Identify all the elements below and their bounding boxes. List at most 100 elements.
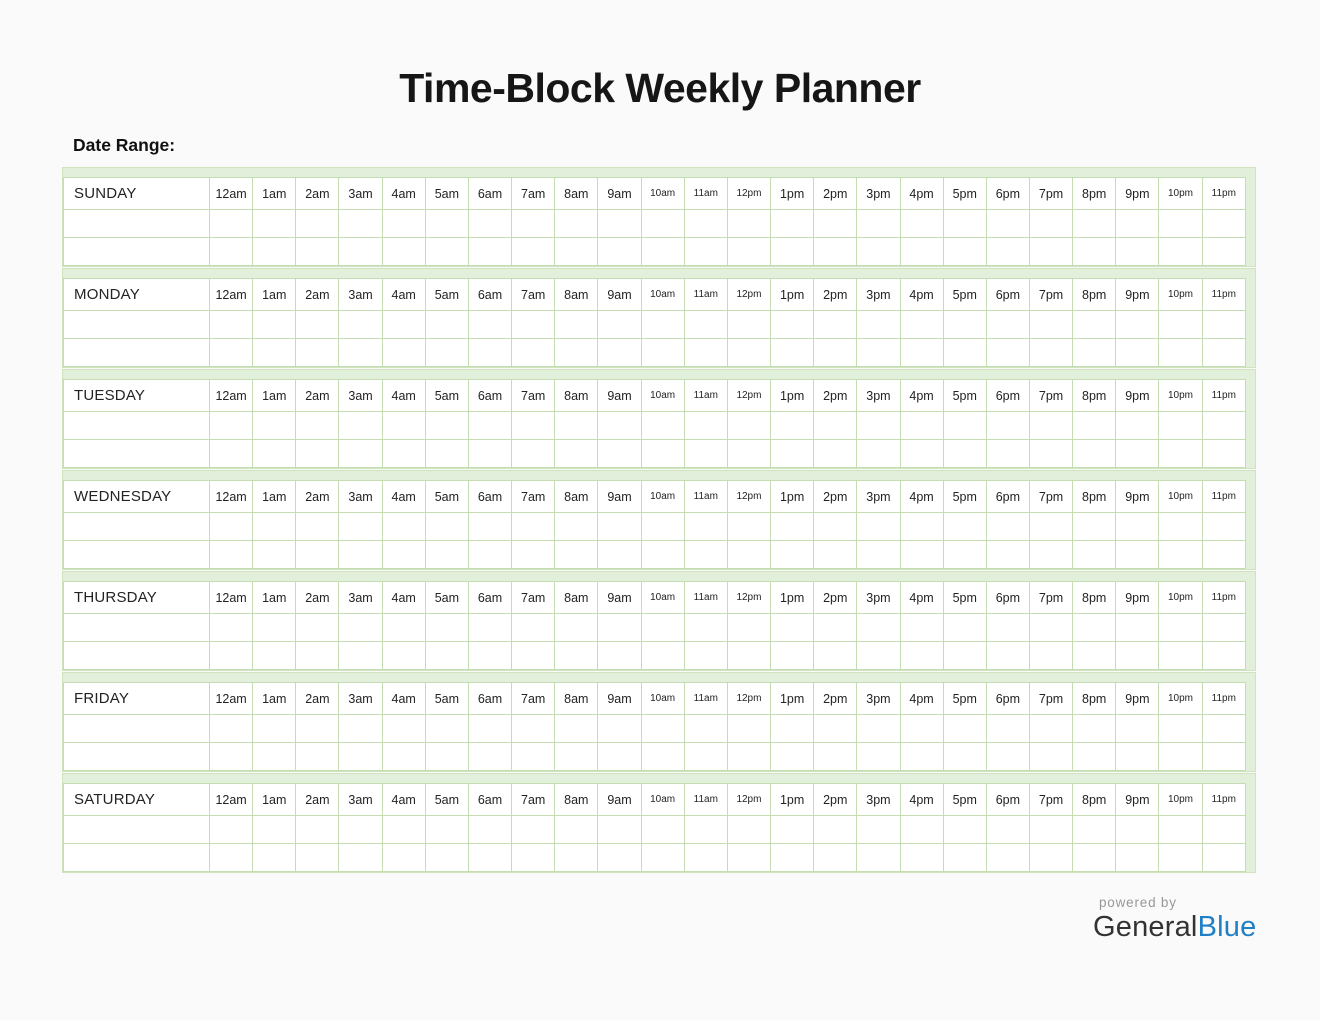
time-slot-cell: [424, 512, 469, 542]
time-slot-cell: [597, 209, 642, 239]
time-slot-cell: [683, 439, 728, 469]
day-section-tuesday: TUESDAY 12am 1am 2am 3am 4am 5am 6am 7am 8am 9am 10…: [62, 369, 1256, 470]
time-slot-cell: [1201, 641, 1247, 671]
time-slot-cell: [856, 512, 901, 542]
hour-label: 4pm: [899, 783, 944, 817]
time-slot-row: [63, 310, 1247, 340]
time-slot-cell: [252, 613, 297, 643]
time-slot-cell: [338, 742, 383, 772]
time-slot-cell: [208, 209, 254, 239]
hour-label: 3pm: [856, 278, 901, 312]
time-slot-cell: [856, 843, 901, 873]
day-schedule-table: SUNDAY 12am 1am 2am 3am 4am 5am 6am 7am 8am 9am 10a…: [63, 177, 1247, 267]
time-slot-cell: [640, 439, 685, 469]
hour-label: 2pm: [813, 581, 858, 615]
time-slot-row: [63, 237, 1247, 267]
time-slot-cell: [856, 613, 901, 643]
day-schedule-table: TUESDAY 12am 1am 2am 3am 4am 5am 6am 7am 8am 9am 10…: [63, 379, 1247, 469]
time-slot-cell: [424, 310, 469, 340]
time-slot-cell: [942, 613, 987, 643]
hour-label: 4pm: [899, 278, 944, 312]
time-slot-cell: [252, 310, 297, 340]
hour-label: 7am: [511, 480, 556, 514]
time-slot-cell: [208, 613, 254, 643]
time-slot-cell: [424, 237, 469, 267]
time-slot-cell: [338, 714, 383, 744]
hour-label: 8am: [554, 581, 599, 615]
hour-label: 4pm: [899, 480, 944, 514]
day-schedule-table: THURSDAY 12am 1am 2am 3am 4am 5am 6am 7am 8am 9am 1…: [63, 581, 1247, 671]
time-slot-cell: [424, 439, 469, 469]
hour-label: 4pm: [899, 682, 944, 716]
generalblue-logo-link[interactable]: GeneralBlue: [1093, 911, 1256, 944]
time-slot-cell: [899, 310, 944, 340]
time-slot-cell: [726, 714, 772, 744]
time-slot-cell: [208, 843, 254, 873]
time-slot-cell: [424, 742, 469, 772]
time-slot-cell: [683, 815, 728, 845]
hour-label: 3am: [338, 177, 383, 211]
hour-label: 10am: [640, 581, 685, 615]
hour-label: 3am: [338, 278, 383, 312]
time-slot-cell: [1158, 209, 1203, 239]
time-slot-cell: [1072, 714, 1117, 744]
time-slot-cell: [1201, 714, 1247, 744]
hour-label: 3pm: [856, 783, 901, 817]
time-slot-row: [63, 512, 1247, 542]
day-name-label: WEDNESDAY: [63, 480, 210, 514]
time-slot-cell: [295, 843, 340, 873]
day-notes-cell: [63, 540, 210, 570]
time-slot-cell: [554, 237, 599, 267]
hour-label: 6pm: [985, 480, 1030, 514]
day-notes-cell: [63, 815, 210, 845]
day-schedule-table: MONDAY 12am 1am 2am 3am 4am 5am 6am 7am 8am 9am 10a…: [63, 278, 1247, 368]
hour-label: 12am: [208, 783, 254, 817]
hour-label: 12pm: [726, 379, 772, 413]
hour-label: 7pm: [1028, 581, 1074, 615]
time-slot-cell: [1158, 843, 1203, 873]
hour-label: 5am: [424, 783, 469, 817]
hour-label: 3am: [338, 783, 383, 817]
time-slot-cell: [467, 815, 513, 845]
time-slot-cell: [683, 540, 728, 570]
time-slot-cell: [467, 411, 513, 441]
time-slot-cell: [511, 237, 556, 267]
time-slot-cell: [640, 209, 685, 239]
hour-label: 7pm: [1028, 783, 1074, 817]
time-slot-cell: [1158, 641, 1203, 671]
hour-label: 1am: [252, 379, 297, 413]
time-slot-cell: [899, 742, 944, 772]
hour-label: 6am: [467, 581, 513, 615]
time-slot-cell: [683, 512, 728, 542]
time-slot-row: [63, 843, 1247, 873]
time-slot-cell: [813, 338, 858, 368]
time-slot-cell: [1028, 714, 1074, 744]
time-slot-cell: [381, 815, 426, 845]
time-slot-cell: [597, 613, 642, 643]
time-slot-cell: [295, 512, 340, 542]
time-slot-cell: [942, 411, 987, 441]
time-slot-cell: [511, 338, 556, 368]
time-slot-cell: [683, 641, 728, 671]
time-slot-cell: [554, 613, 599, 643]
time-slot-cell: [252, 641, 297, 671]
time-slot-cell: [424, 843, 469, 873]
time-slot-cell: [1115, 641, 1160, 671]
hour-label: 9am: [597, 278, 642, 312]
hour-label: 4am: [381, 379, 426, 413]
hour-label: 8pm: [1072, 480, 1117, 514]
day-name-label: MONDAY: [63, 278, 210, 312]
hour-label: 6am: [467, 177, 513, 211]
hour-label: 12pm: [726, 682, 772, 716]
hour-label: 8am: [554, 783, 599, 817]
day-notes-cell: [63, 742, 210, 772]
hour-label: 6pm: [985, 783, 1030, 817]
time-slot-cell: [554, 815, 599, 845]
time-slot-cell: [1115, 411, 1160, 441]
hour-label: 2am: [295, 783, 340, 817]
time-slot-cell: [381, 310, 426, 340]
hour-label: 9pm: [1115, 783, 1160, 817]
time-slot-cell: [726, 338, 772, 368]
time-slot-cell: [1158, 540, 1203, 570]
time-slot-cell: [899, 815, 944, 845]
